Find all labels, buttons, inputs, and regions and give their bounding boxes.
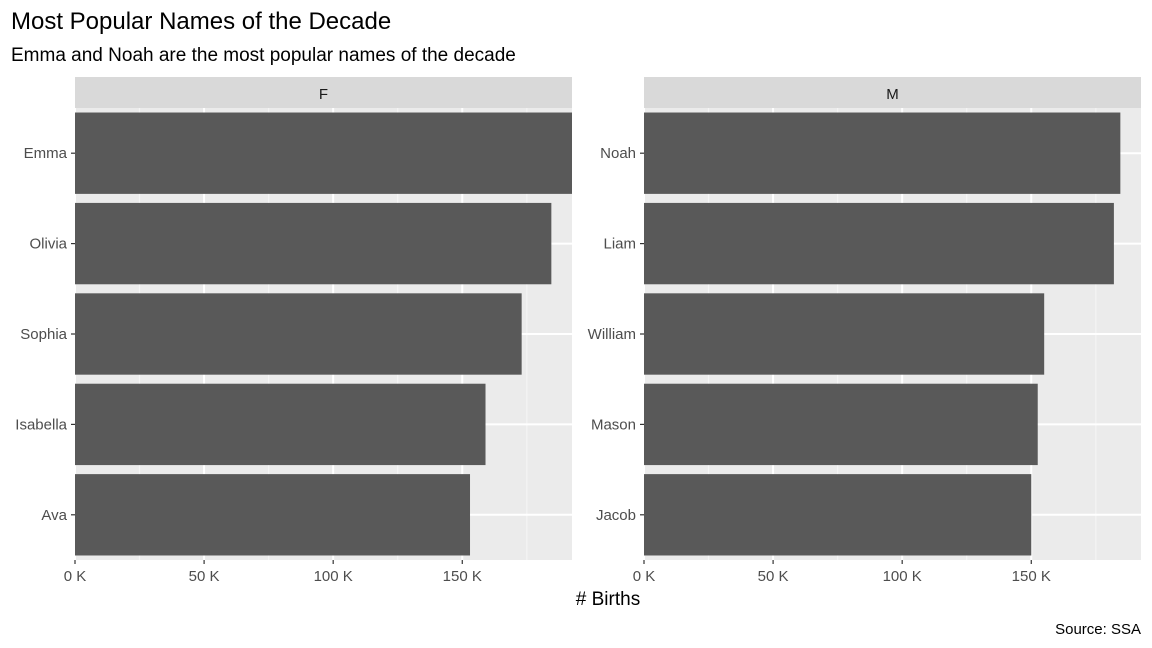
bar-olivia [75, 202, 552, 285]
bar-william [644, 293, 1045, 375]
y-tick-label: Liam [603, 236, 636, 253]
bar-mason [644, 383, 1038, 466]
facet-strip [644, 77, 1141, 108]
y-tick-label: Noah [600, 145, 636, 162]
facet-strip [75, 77, 572, 108]
y-tick-label: Emma [24, 145, 68, 162]
x-tick-label: 100 K [883, 568, 922, 585]
facet-panel-m: M Noah Liam William Mason Jacob 0 K 50 K 100 K 15… [588, 77, 1141, 585]
x-tick-label: 50 K [189, 568, 220, 585]
bar-ava [75, 474, 471, 556]
y-tick-label: Sophia [20, 326, 67, 343]
y-tick-label: Mason [591, 416, 636, 433]
facet-strip-label: M [886, 86, 899, 103]
x-tick-label: 100 K [314, 568, 353, 585]
y-tick-label: Isabella [15, 416, 67, 433]
x-tick-label: 0 K [64, 568, 87, 585]
x-axis-title: # Births [576, 589, 640, 610]
bar-noah [644, 112, 1121, 194]
facet-panels: F Emma Olivia Sophia Isabella Ava 0 K 50 K 100 K… [15, 77, 1141, 585]
facet-panel-f: F Emma Olivia Sophia Isabella Ava 0 K 50 K 100 K… [15, 77, 572, 585]
chart-caption: Source: SSA [1055, 621, 1141, 638]
x-tick-label: 50 K [758, 568, 789, 585]
bar-liam [644, 202, 1114, 285]
bar-emma [75, 112, 572, 194]
y-tick-label: William [588, 326, 636, 343]
y-tick-label: Olivia [29, 236, 67, 253]
bar-jacob [644, 474, 1032, 556]
y-tick-label: Ava [41, 507, 67, 524]
facet-strip-label: F [319, 86, 328, 103]
y-tick-label: Jacob [596, 507, 636, 524]
x-tick-label: 150 K [1012, 568, 1051, 585]
bar-isabella [75, 383, 486, 466]
chart-title: Most Popular Names of the Decade [11, 8, 391, 35]
chart-subtitle: Emma and Noah are the most popular names… [11, 45, 516, 66]
x-tick-label: 150 K [443, 568, 482, 585]
x-tick-label: 0 K [633, 568, 656, 585]
bar-sophia [75, 293, 522, 375]
